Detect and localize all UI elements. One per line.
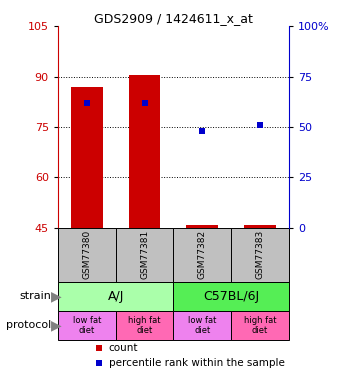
Text: protocol: protocol	[6, 320, 51, 330]
Bar	[58, 282, 173, 311]
Bar	[173, 311, 231, 340]
Text: C57BL/6J: C57BL/6J	[203, 290, 259, 303]
Text: count: count	[109, 343, 138, 353]
Text: low fat
diet: low fat diet	[188, 316, 217, 335]
Bar	[129, 75, 160, 228]
Text: ▶: ▶	[51, 289, 62, 303]
Bar	[186, 225, 218, 228]
Text: low fat
diet: low fat diet	[72, 316, 101, 335]
Text: strain: strain	[19, 291, 51, 301]
Bar	[231, 228, 289, 282]
Bar	[231, 311, 289, 340]
Bar	[116, 228, 173, 282]
Bar	[71, 87, 103, 228]
Text: A/J: A/J	[107, 290, 124, 303]
Bar	[116, 311, 173, 340]
Text: GSM77382: GSM77382	[198, 230, 207, 279]
Text: GSM77383: GSM77383	[256, 230, 265, 279]
Bar	[244, 225, 276, 228]
Title: GDS2909 / 1424611_x_at: GDS2909 / 1424611_x_at	[94, 12, 253, 25]
Bar	[173, 228, 231, 282]
Bar	[173, 282, 289, 311]
Text: GSM77381: GSM77381	[140, 230, 149, 279]
Bar	[58, 228, 116, 282]
Text: ▶: ▶	[51, 318, 62, 332]
Text: high fat
diet: high fat diet	[244, 316, 276, 335]
Text: percentile rank within the sample: percentile rank within the sample	[109, 358, 285, 368]
Text: high fat
diet: high fat diet	[128, 316, 161, 335]
Bar	[58, 311, 116, 340]
Text: GSM77380: GSM77380	[82, 230, 91, 279]
